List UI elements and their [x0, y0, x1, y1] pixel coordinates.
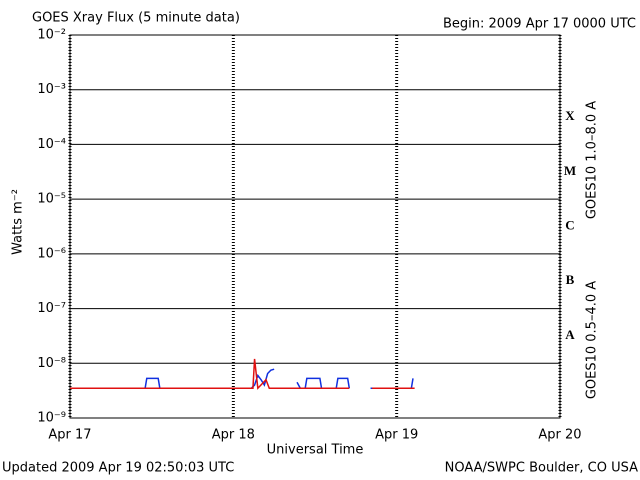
legend-entry: GOES10 0.5–4.0 A: [585, 281, 600, 399]
x-axis-label: Universal Time: [267, 443, 364, 458]
y-tick-label: 10⁻⁶: [37, 246, 66, 261]
y-axis-label: Watts m⁻²: [11, 189, 26, 255]
y-tick-label: 10⁻⁵: [37, 192, 66, 207]
chart-title: GOES Xray Flux (5 minute data): [32, 11, 240, 26]
legend-entry: GOES10 1.0–8.0 A: [585, 101, 600, 219]
credit: NOAA/SWPC Boulder, CO USA: [445, 461, 638, 476]
x-tick-label: Apr 20: [538, 428, 581, 443]
updated-label: Updated 2009 Apr 19 02:50:03 UTC: [2, 461, 234, 476]
y-tick-label: 10⁻⁴: [37, 137, 66, 152]
y-tick-label: 10⁻⁷: [37, 301, 66, 316]
y-tick-label: 10⁻⁸: [37, 356, 66, 371]
series-line: [70, 368, 414, 389]
x-tick-label: Apr 18: [212, 428, 255, 443]
y-tick-label: 10⁻⁹: [37, 411, 66, 426]
x-tick-label: Apr 17: [48, 428, 91, 443]
y-tick-label: 10⁻³: [37, 82, 66, 97]
begin-label: Begin: 2009 Apr 17 0000 UTC: [443, 17, 636, 32]
y-tick-label: 10⁻²: [37, 28, 66, 43]
flare-class-label: X: [565, 108, 575, 123]
series-line: [70, 358, 415, 390]
flare-class-label: C: [565, 217, 574, 232]
plot-frame: [69, 34, 561, 419]
flare-class-label: M: [564, 163, 576, 178]
flare-class-label: A: [565, 327, 575, 342]
flare-class-label: B: [566, 272, 575, 287]
x-tick-label: Apr 19: [375, 428, 418, 443]
